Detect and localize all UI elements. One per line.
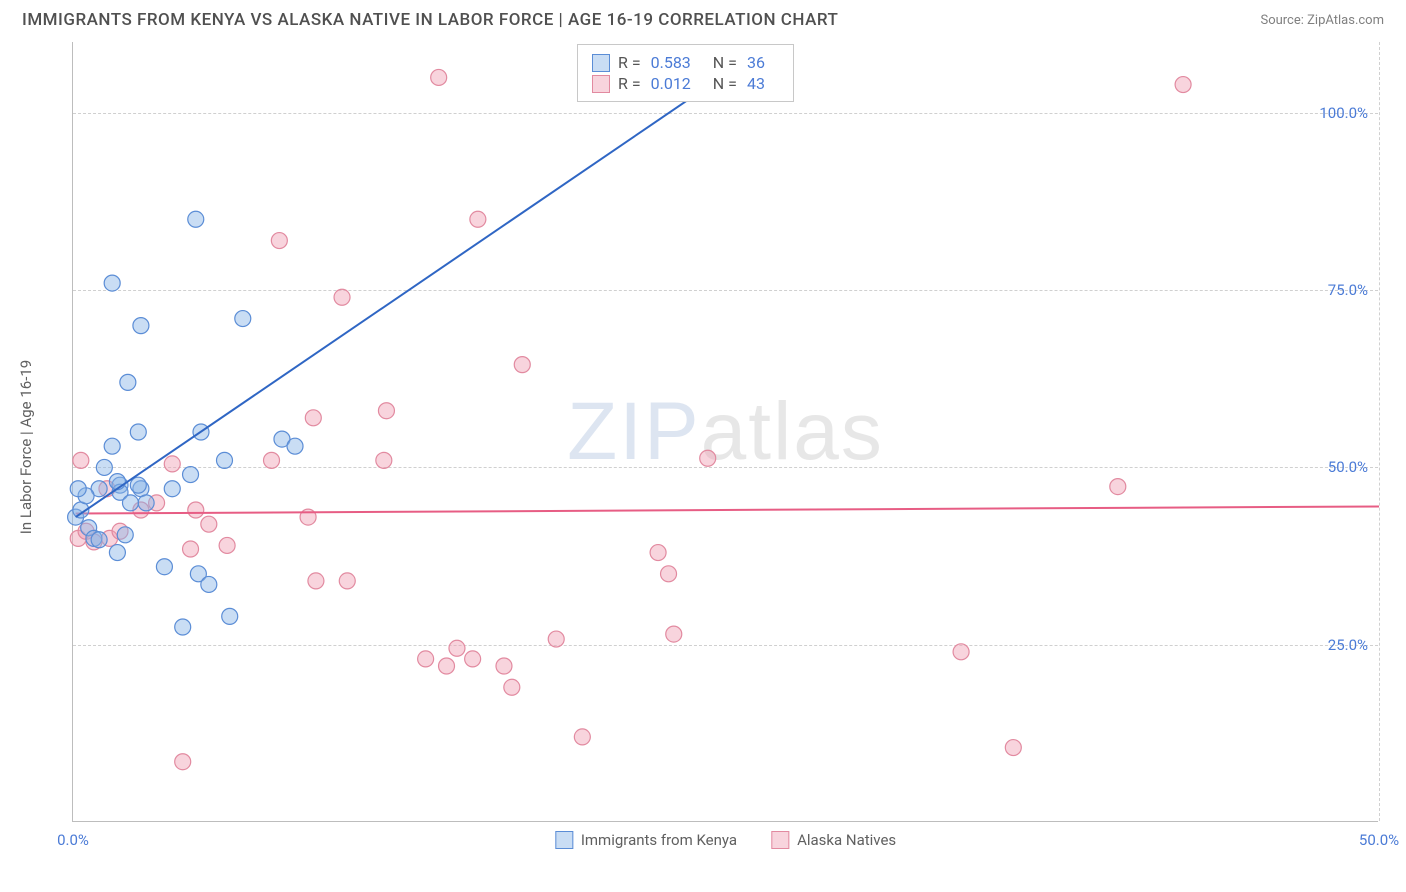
r-value-pink: 0.012 (651, 74, 691, 93)
correlation-legend: R = 0.583 N = 36 R = 0.012 N = 43 (577, 44, 794, 102)
legend-swatch-pink (592, 75, 610, 93)
y-tick-label: 25.0% (1328, 636, 1368, 654)
legend-swatch-blue (592, 54, 610, 72)
n-value-blue: 36 (747, 53, 765, 72)
y-axis-title: In Labor Force | Age 16-19 (17, 360, 35, 534)
n-value-pink: 43 (747, 74, 765, 93)
n-label: N = (713, 74, 737, 93)
chart-container: In Labor Force | Age 16-19 ZIPatlas R = … (50, 42, 1380, 852)
series-legend: Immigrants from Kenya Alaska Natives (555, 831, 896, 849)
legend-item-pink: Alaska Natives (771, 831, 896, 849)
scatter-svg (73, 42, 1378, 821)
legend-swatch-pink (771, 831, 789, 849)
x-tick-label: 50.0% (1359, 831, 1399, 849)
r-value-blue: 0.583 (651, 53, 691, 72)
source-attribution: Source: ZipAtlas.com (1260, 13, 1384, 28)
legend-label-pink: Alaska Natives (797, 831, 896, 849)
y-tick-label: 50.0% (1328, 458, 1368, 476)
legend-row-blue: R = 0.583 N = 36 (592, 53, 779, 72)
y-tick-label: 100.0% (1319, 104, 1368, 122)
chart-title: IMMIGRANTS FROM KENYA VS ALASKA NATIVE I… (22, 10, 838, 30)
r-label: R = (618, 53, 641, 72)
n-label: N = (713, 53, 737, 72)
legend-item-blue: Immigrants from Kenya (555, 831, 737, 849)
legend-row-pink: R = 0.012 N = 43 (592, 74, 779, 93)
x-tick-label: 0.0% (57, 831, 89, 849)
plot-area: ZIPatlas R = 0.583 N = 36 R = 0.012 N = … (72, 42, 1378, 822)
legend-swatch-blue (555, 831, 573, 849)
y-tick-label: 75.0% (1328, 281, 1368, 299)
legend-label-blue: Immigrants from Kenya (581, 831, 737, 849)
r-label: R = (618, 74, 641, 93)
